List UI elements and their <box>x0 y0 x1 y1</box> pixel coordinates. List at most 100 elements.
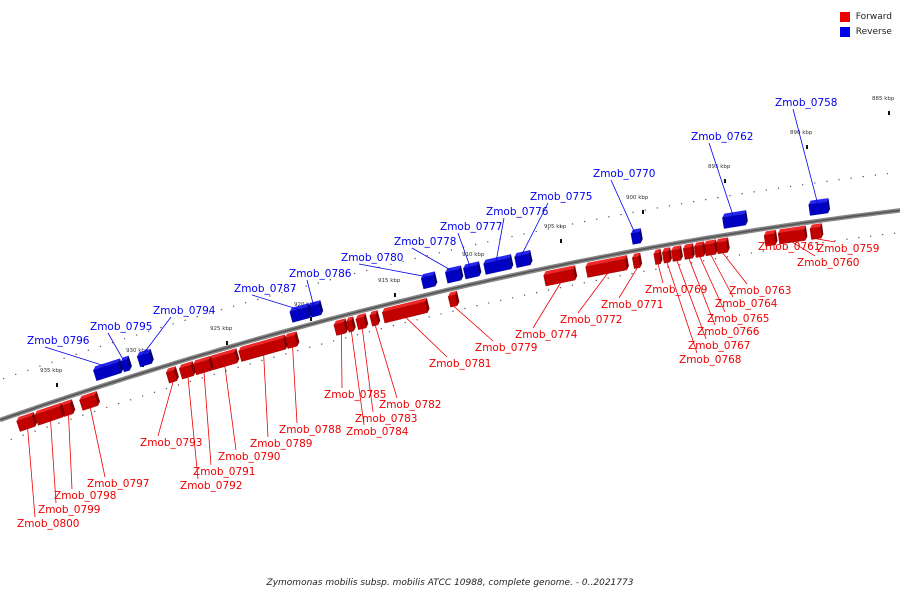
lower-track-dot <box>177 384 180 386</box>
upper-track-dot <box>196 316 198 318</box>
gene-side-face <box>819 223 824 239</box>
gene-zmob-0791[interactable] <box>192 355 214 376</box>
gene-zmob-0794[interactable] <box>136 348 154 368</box>
gene-zmob-0768[interactable] <box>661 247 673 264</box>
gene-zmob-0764[interactable] <box>703 239 718 257</box>
tick-label: 935 kbp <box>40 368 63 374</box>
gene-zmob-0761[interactable] <box>763 229 778 247</box>
gene-side-face <box>725 237 730 253</box>
upper-track-dot <box>632 211 634 214</box>
tick-mark <box>806 145 808 149</box>
gene-label: Zmob_0758 <box>775 97 837 109</box>
gene-top-face <box>448 290 457 297</box>
lower-track-dot <box>846 238 848 240</box>
legend-forward-label: Forward <box>855 11 892 22</box>
gene-zmob-0772[interactable] <box>585 255 629 278</box>
gene-zmob-0766[interactable] <box>682 243 695 260</box>
upper-track-dot <box>63 357 65 359</box>
gene-label: Zmob_0775 <box>530 191 592 203</box>
gene-zmob-0781[interactable] <box>381 297 430 324</box>
gene-zmob-0762[interactable] <box>722 210 748 229</box>
upper-track-dot <box>801 184 804 186</box>
upper-track-dot <box>426 254 428 257</box>
gene-body <box>722 213 747 229</box>
gene-zmob-0783[interactable] <box>355 313 369 331</box>
gene-label: Zmob_0786 <box>289 268 352 280</box>
genome-backbone <box>0 208 900 423</box>
lower-track-dot <box>679 264 681 266</box>
gene-zmob-0780[interactable] <box>420 271 438 290</box>
gene-features <box>16 198 831 432</box>
gene-side-face <box>234 348 240 363</box>
gene-side-face <box>343 318 349 333</box>
gene-top-face <box>463 261 479 269</box>
gene-top-face <box>166 366 176 373</box>
gene-zmob-0763[interactable] <box>715 237 730 255</box>
gene-zmob-0792[interactable] <box>178 361 196 380</box>
lower-track-dot <box>691 262 693 264</box>
gene-zmob-0774[interactable] <box>543 265 578 287</box>
lower-track-dot <box>523 294 526 296</box>
upper-track-dot <box>814 182 816 184</box>
gene-side-face <box>773 229 778 245</box>
gene-zmob-0787[interactable] <box>289 303 312 323</box>
gene-top-face <box>483 254 511 264</box>
gene-body <box>703 243 717 257</box>
gene-zmob-0800[interactable] <box>16 411 38 432</box>
gene-top-face <box>630 228 641 234</box>
upper-track-dot <box>353 272 356 275</box>
gene-zmob-0789[interactable] <box>238 334 288 362</box>
tick-label: 925 kbp <box>210 326 233 332</box>
gene-top-face <box>289 303 310 312</box>
label-leader-line <box>405 317 448 358</box>
lower-track-dot <box>452 310 454 312</box>
gene-zmob-0769[interactable] <box>653 248 663 265</box>
gene-zmob-0771[interactable] <box>632 252 643 269</box>
gene-zmob-0776[interactable] <box>483 254 514 275</box>
gene-zmob-0760[interactable] <box>777 225 808 245</box>
gene-side-face <box>691 243 695 259</box>
lower-track-dot <box>643 270 645 273</box>
lower-track-dot <box>213 373 215 375</box>
gene-body <box>34 406 64 426</box>
gene-label: Zmob_0790 <box>218 451 280 463</box>
gene-zmob-0775[interactable] <box>514 250 533 268</box>
gene-zmob-0785[interactable] <box>333 318 349 336</box>
gene-zmob-0765[interactable] <box>693 241 706 258</box>
gene-zmob-0759[interactable] <box>809 223 824 240</box>
gene-zmob-0782[interactable] <box>369 310 381 327</box>
upper-track-dot <box>148 330 150 332</box>
tick-label: 915 kbp <box>378 278 401 284</box>
gene-zmob-0767[interactable] <box>670 245 683 262</box>
tick-mark <box>724 179 726 183</box>
forward-swatch <box>839 11 850 22</box>
gene-top-face <box>778 225 806 234</box>
gene-zmob-0770[interactable] <box>630 228 643 245</box>
gene-zmob-0799[interactable] <box>34 402 65 426</box>
gene-zmob-0758[interactable] <box>808 198 831 216</box>
gene-side-face <box>126 355 132 371</box>
gene-zmob-0777[interactable] <box>463 261 482 280</box>
upper-track-dot <box>850 177 852 179</box>
gene-zmob-0793[interactable] <box>165 366 179 384</box>
gene-top-face <box>209 348 237 360</box>
gene-top-face <box>308 300 321 307</box>
gene-zmob-0779[interactable] <box>447 290 460 308</box>
gene-label: Zmob_0772 <box>560 314 622 326</box>
gene-top-face <box>120 355 129 362</box>
gene-zmob-0778[interactable] <box>444 265 464 284</box>
gene-zmob-0797[interactable] <box>79 391 101 411</box>
gene-side-face <box>528 250 533 265</box>
gene-zmob-0788[interactable] <box>284 331 300 349</box>
gene-label: Zmob_0765 <box>707 313 769 325</box>
gene-label: Zmob_0782 <box>379 399 441 411</box>
gene-side-face <box>658 248 663 264</box>
lower-track-dot <box>22 434 24 436</box>
gene-zmob-0784[interactable] <box>345 316 356 333</box>
tick-label: 885 kbp <box>872 96 895 102</box>
backbone-dots <box>2 172 896 441</box>
gene-zmob-0796[interactable] <box>93 358 124 381</box>
gene-body <box>514 253 531 268</box>
gene-top-face <box>662 247 671 253</box>
gene-body <box>79 394 99 411</box>
